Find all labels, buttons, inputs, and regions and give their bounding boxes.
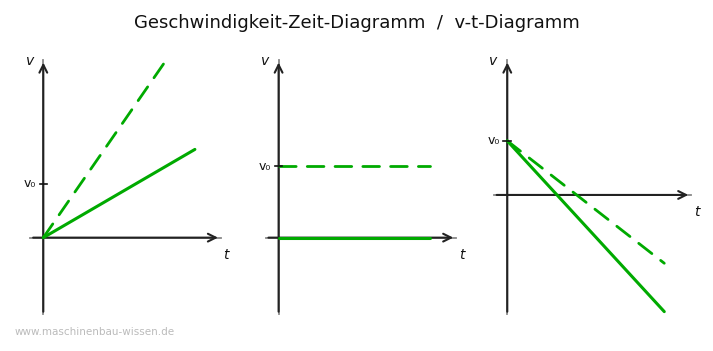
Text: Geschwindigkeit-Zeit-Diagramm  /  v-t-Diagramm: Geschwindigkeit-Zeit-Diagramm / v-t-Diag… xyxy=(133,14,580,32)
Text: t: t xyxy=(224,247,229,261)
Text: v: v xyxy=(489,54,498,68)
Text: v₀: v₀ xyxy=(488,134,500,147)
Text: www.maschinenbau-wissen.de: www.maschinenbau-wissen.de xyxy=(14,327,175,337)
Text: t: t xyxy=(694,205,699,219)
Text: t: t xyxy=(459,247,464,261)
Text: v₀: v₀ xyxy=(259,160,271,173)
Text: v: v xyxy=(261,54,270,68)
Text: v: v xyxy=(26,54,34,68)
Text: v₀: v₀ xyxy=(24,177,36,190)
